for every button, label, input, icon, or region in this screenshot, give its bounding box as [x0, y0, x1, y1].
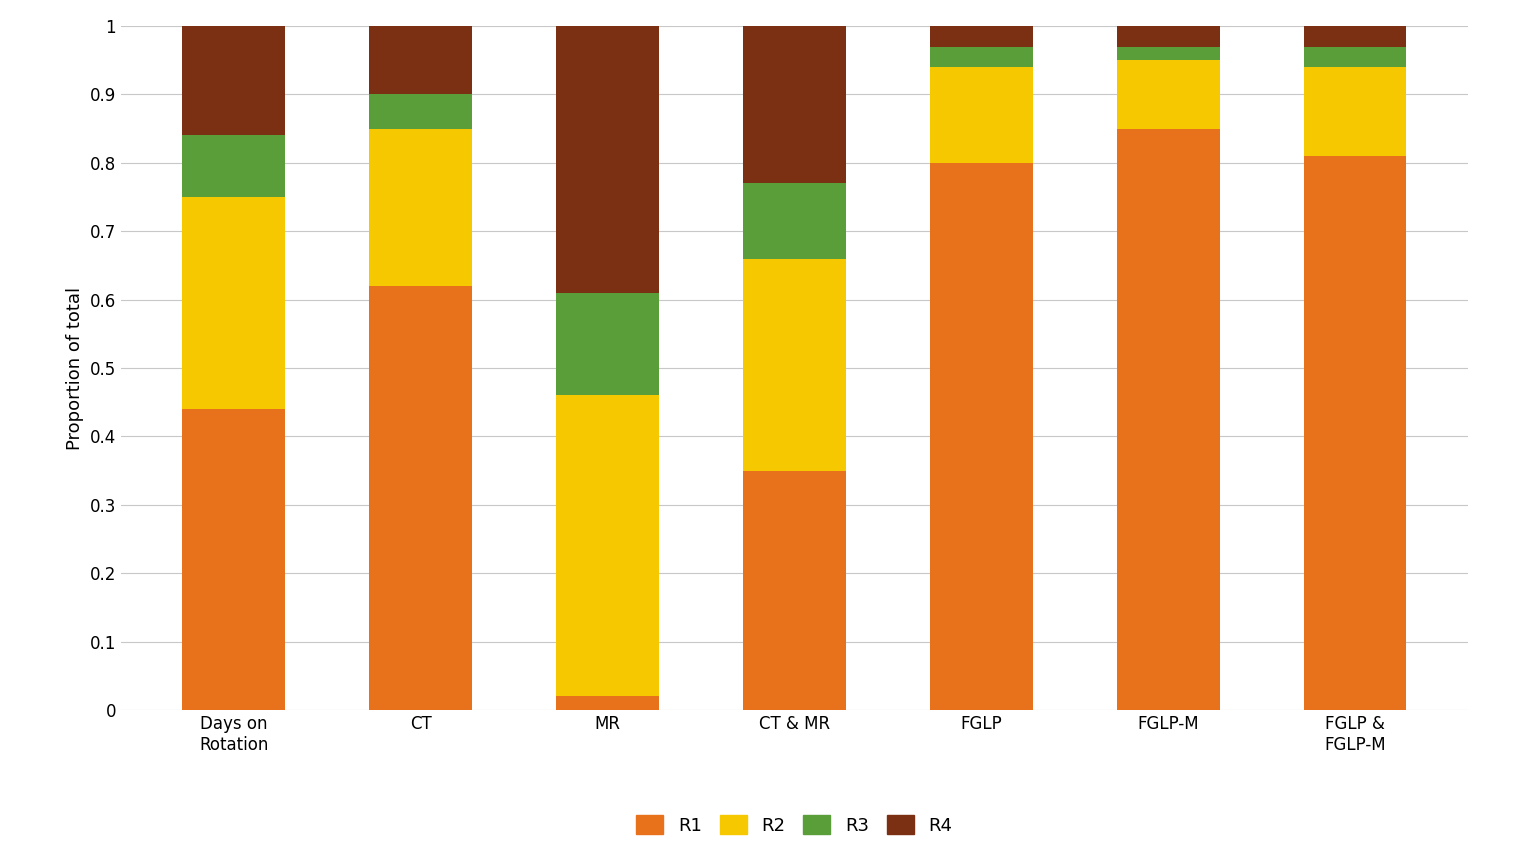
- Bar: [182, 409, 284, 710]
- Bar: [1304, 26, 1407, 47]
- Bar: [1304, 67, 1407, 156]
- Bar: [743, 471, 846, 710]
- Bar: [743, 26, 846, 184]
- Bar: [930, 26, 1032, 47]
- Bar: [1304, 156, 1407, 710]
- Bar: [369, 128, 472, 286]
- Legend: R1, R2, R3, R4: R1, R2, R3, R4: [629, 808, 959, 842]
- Bar: [557, 293, 658, 396]
- Bar: [1304, 47, 1407, 67]
- Bar: [369, 94, 472, 128]
- Bar: [1117, 60, 1219, 128]
- Bar: [182, 26, 284, 135]
- Bar: [369, 26, 472, 94]
- Bar: [1117, 26, 1219, 47]
- Bar: [182, 197, 284, 409]
- Bar: [557, 26, 658, 293]
- Bar: [1117, 128, 1219, 710]
- Bar: [743, 259, 846, 471]
- Bar: [557, 396, 658, 696]
- Y-axis label: Proportion of total: Proportion of total: [67, 287, 85, 449]
- Bar: [930, 47, 1032, 67]
- Bar: [930, 163, 1032, 710]
- Bar: [1117, 47, 1219, 60]
- Bar: [369, 286, 472, 710]
- Bar: [182, 135, 284, 197]
- Bar: [930, 67, 1032, 163]
- Bar: [743, 184, 846, 259]
- Bar: [557, 696, 658, 710]
